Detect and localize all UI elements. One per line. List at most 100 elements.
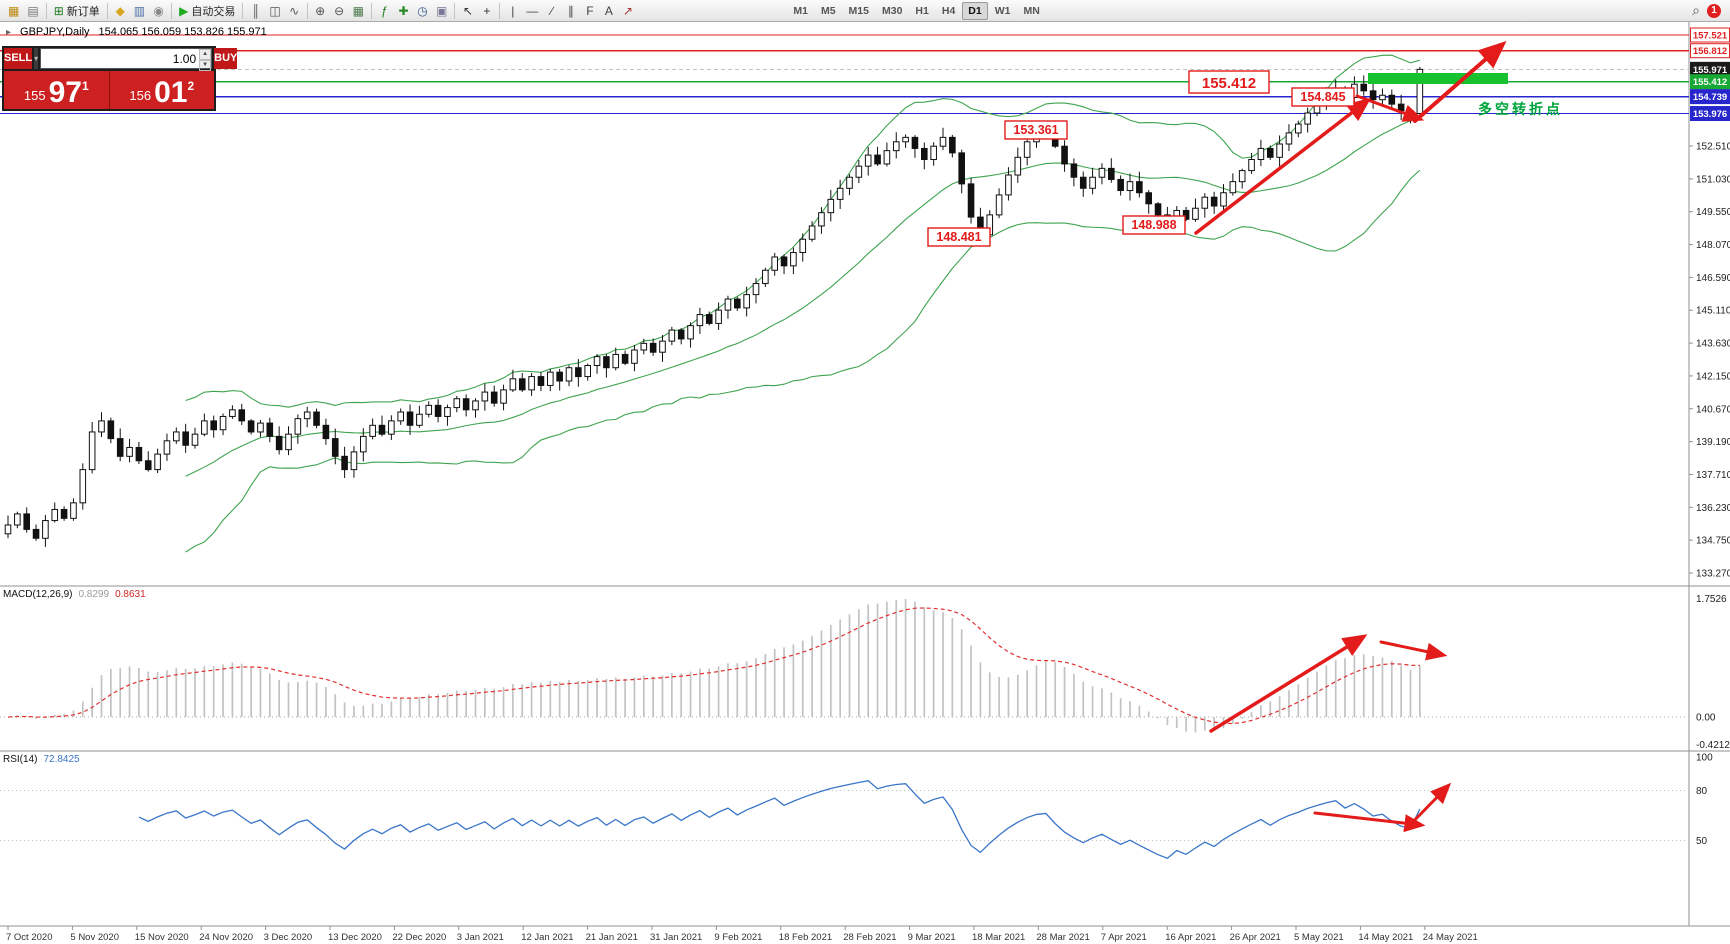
timeframe-M5[interactable]: M5 — [820, 4, 836, 17]
line-chart-button[interactable]: ∿ — [285, 1, 304, 20]
profiles-button[interactable]: ▤ — [23, 1, 42, 20]
vertical-line-button[interactable]: | — [503, 1, 522, 20]
trendline-button[interactable]: ∕ — [542, 1, 561, 20]
autotrading-button-label: 自动交易 — [191, 5, 236, 18]
callout-box-148.481[interactable] — [927, 227, 991, 247]
trend-arrow-3[interactable] — [1413, 41, 1507, 123]
timeframe-MN[interactable]: MN — [1023, 4, 1040, 17]
bar-chart-button[interactable]: ║ — [246, 1, 265, 20]
svg-text:148.070: 148.070 — [1696, 240, 1730, 251]
timeframe-H1[interactable]: H1 — [915, 4, 929, 17]
turning-point-note[interactable]: 多空转折点 — [1478, 101, 1563, 117]
timeframe-D1[interactable]: D1 — [962, 1, 988, 20]
svg-text:18 Feb 2021: 18 Feb 2021 — [779, 932, 832, 943]
periods-button[interactable]: ◷ — [413, 1, 432, 20]
horizontal-line-button[interactable]: ― — [522, 1, 542, 20]
volume-up-button[interactable]: ▲ — [199, 49, 212, 60]
terminal-button-icon: ▥ — [133, 3, 146, 18]
trend-arrows[interactable] — [1194, 41, 1507, 833]
trend-arrow-1[interactable] — [1194, 97, 1372, 235]
help-button[interactable]: ◉ — [149, 1, 168, 20]
toolbar-separator — [306, 2, 308, 19]
indicators-button[interactable]: ƒ — [375, 1, 394, 20]
svg-text:137.710: 137.710 — [1696, 470, 1730, 481]
timeframe-M30[interactable]: M30 — [881, 4, 903, 17]
svg-text:5 Nov 2020: 5 Nov 2020 — [70, 932, 119, 943]
fibonacci-button-icon: F — [586, 3, 594, 18]
zoom-in-button[interactable]: ⊕ — [311, 1, 330, 20]
text-button[interactable]: A — [599, 1, 618, 20]
trend-arrow-7[interactable] — [1403, 782, 1452, 832]
buy-price-big: 01 — [154, 76, 188, 109]
svg-text:5 May 2021: 5 May 2021 — [1294, 932, 1344, 943]
buy-tab[interactable]: BUY — [214, 48, 238, 69]
callout-box-153.361[interactable] — [1004, 120, 1068, 140]
tile-windows-button-icon: ▦ — [352, 3, 365, 18]
trend-arrow-2[interactable] — [1355, 94, 1425, 122]
cursor-button[interactable]: ↖ — [458, 1, 477, 20]
channel-button[interactable]: ∥ — [561, 1, 580, 20]
svg-text:148.481: 148.481 — [936, 230, 981, 244]
svg-text:22 Dec 2020: 22 Dec 2020 — [392, 932, 446, 943]
crosshair-button[interactable]: + — [477, 1, 496, 20]
volume-dropdown[interactable]: ▾ — [34, 48, 39, 69]
macd-main-value: 0.8299 — [78, 589, 110, 600]
volume-down-button[interactable]: ▼ — [199, 60, 212, 71]
svg-text:133.270: 133.270 — [1696, 568, 1730, 579]
svg-text:148.988: 148.988 — [1131, 218, 1176, 232]
sell-button[interactable]: 155 97 1 — [4, 71, 110, 109]
svg-text:154.845: 154.845 — [1300, 90, 1345, 104]
timeframe-M1[interactable]: M1 — [793, 4, 808, 17]
add-indicator-button[interactable]: ✚ — [394, 1, 413, 20]
svg-text:142.150: 142.150 — [1696, 371, 1730, 382]
timeframe-W1[interactable]: W1 — [994, 4, 1011, 17]
ohlc-values: 154.065 156.059 153.826 155.971 — [98, 26, 267, 38]
support-zone-bar[interactable] — [1368, 73, 1508, 84]
autotrading-button[interactable]: ▶ 自动交易 — [175, 1, 239, 20]
one-click-trading-panel: SELL ▾ ▲ ▼ BUY 155 97 1 156 01 2 — [2, 46, 238, 111]
volume-input[interactable] — [41, 49, 200, 68]
toolbar-separator — [106, 2, 108, 19]
svg-text:157.521: 157.521 — [1693, 31, 1728, 42]
trendline-button-icon: ∕ — [550, 3, 553, 18]
timeframe-H4[interactable]: H4 — [941, 4, 956, 17]
callout-box-155.412[interactable] — [1188, 70, 1270, 94]
svg-text:155.412: 155.412 — [1202, 75, 1256, 92]
candles-chart-button[interactable]: ◫ — [265, 1, 284, 20]
toolbar-separator — [499, 2, 501, 19]
channel-button-icon: ∥ — [567, 3, 574, 18]
sell-tab[interactable]: SELL — [4, 48, 33, 69]
fibonacci-button[interactable]: F — [580, 1, 599, 20]
templates-button[interactable]: ▣ — [432, 1, 451, 20]
callout-box-148.988[interactable] — [1122, 215, 1186, 235]
templates-button-icon: ▣ — [436, 3, 448, 18]
search-icon[interactable]: ⌕ — [1692, 2, 1700, 18]
new-chart-button[interactable]: ▦ — [4, 1, 23, 20]
buy-button[interactable]: 156 01 2 — [109, 71, 214, 109]
terminal-button[interactable]: ▥ — [130, 1, 149, 20]
notification-badge[interactable]: 1 — [1707, 3, 1721, 18]
zoom-out-button[interactable]: ⊖ — [330, 1, 349, 20]
svg-text:14 May 2021: 14 May 2021 — [1358, 932, 1413, 943]
symbol-period: GBPJPY,Daily — [20, 26, 90, 38]
svg-text:9 Mar 2021: 9 Mar 2021 — [908, 932, 956, 943]
svg-text:1.7526: 1.7526 — [1696, 594, 1727, 605]
trend-arrow-6[interactable] — [1313, 811, 1426, 833]
timeframe-M15[interactable]: M15 — [848, 4, 869, 17]
price-callouts[interactable]: 155.412 154.845 153.361 148.481 148.988 — [927, 70, 1355, 247]
tile-windows-button[interactable]: ▦ — [349, 1, 368, 20]
svg-text:28 Feb 2021: 28 Feb 2021 — [843, 932, 896, 943]
trend-arrow-4[interactable] — [1209, 634, 1368, 733]
pane-separators — [0, 22, 1730, 927]
toolbar-separator — [454, 2, 456, 19]
callout-box-154.845[interactable] — [1291, 87, 1355, 107]
metaeditor-button[interactable]: ◆ — [111, 1, 130, 20]
new-order-button[interactable]: ⊞ 新订单 — [50, 1, 104, 20]
chart-title: ▸ GBPJPY,Daily 154.065 156.059 153.826 1… — [6, 26, 267, 38]
price-axis: 152.510 151.030 149.550 148.070 146.590 145.1… — [1689, 142, 1730, 847]
trend-arrow-5[interactable] — [1379, 640, 1448, 661]
arrow-tool-button[interactable]: ↗ — [618, 1, 637, 20]
toolbar-button-groups: ▦ ▤ ⊞ 新订单 ◆ ▥ ◉ ▶ 自动交易 ║ ◫ ∿ ⊕ ⊖ ▦ ƒ ✚ ◷ ▣ ↖ + | ― ∕ ∥ F A ↗ — [4, 1, 637, 20]
